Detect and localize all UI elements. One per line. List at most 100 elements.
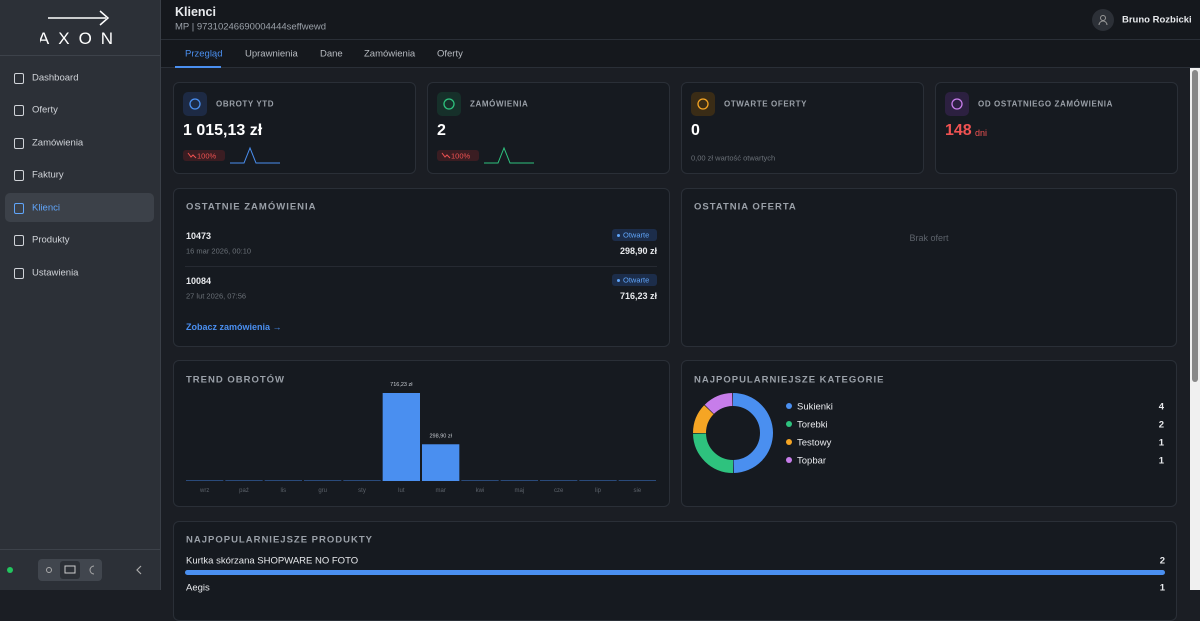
product-name: Kurtka skórzana SHOPWARE NO FOTO: [186, 555, 359, 567]
x-label: sie: [633, 488, 641, 494]
order-id[interactable]: 10084: [186, 276, 212, 286]
nav-icon: [14, 105, 24, 116]
nav-item[interactable]: Ustawienia: [32, 267, 79, 279]
divider: [0, 55, 160, 56]
bar-baseline: [264, 480, 302, 481]
status-dot: [617, 278, 620, 282]
stat-icon: [437, 92, 461, 116]
legend-count: 2: [1159, 420, 1164, 431]
charts: wrz paź lis gru sty 716,23 zł lut 298,90 zł mar k…: [185, 382, 1165, 575]
stat-card: [681, 82, 924, 174]
x-label: lip: [595, 488, 602, 494]
x-label: paź: [239, 488, 249, 494]
nav-item[interactable]: Zamówienia: [32, 137, 84, 149]
nav-item[interactable]: Faktury: [32, 169, 64, 181]
legend-count: 4: [1159, 402, 1165, 413]
legend-label: Torebki: [797, 420, 828, 431]
logo-mark: AXON: [40, 10, 113, 48]
x-label: maj: [514, 488, 524, 494]
nav-icon: [14, 235, 24, 246]
stat-card: [935, 82, 1178, 174]
x-label: lut: [398, 488, 405, 494]
divider: [161, 67, 1200, 68]
bar-baseline: [540, 480, 578, 481]
divider: [161, 39, 1200, 40]
page-title: Klienci: [175, 5, 216, 19]
tab[interactable]: Uprawnienia: [245, 48, 298, 60]
scroll-thumb[interactable]: [1192, 70, 1198, 382]
tab[interactable]: Przegląd: [185, 48, 223, 60]
trend-card: [173, 360, 670, 507]
order-total: 298,90 zł: [619, 246, 657, 256]
orders-link[interactable]: Zobacz zamówienia →: [186, 322, 282, 332]
tab[interactable]: Oferty: [437, 48, 463, 60]
product-name: Aegis: [186, 582, 210, 594]
tab-underline: [175, 66, 221, 68]
card-title: OSTATNIA OFERTA: [694, 201, 797, 213]
bar: [382, 393, 420, 481]
x-label: wrz: [199, 488, 209, 494]
card-title: OSTATNIE ZAMÓWIENIA: [186, 201, 317, 213]
bar: [422, 444, 460, 481]
change-value: 100%: [451, 151, 471, 160]
legend-dot: [786, 403, 792, 409]
status-badge: Otwarte: [612, 229, 657, 241]
tab[interactable]: Dane: [320, 48, 343, 60]
nav-icon: [14, 203, 24, 214]
stat-icon: [945, 92, 969, 116]
nav-item[interactable]: Dashboard: [32, 72, 79, 84]
status-text: Otwarte: [623, 275, 650, 285]
sparkline: [484, 146, 534, 169]
theme-icons: [46, 565, 95, 575]
change-value: 100%: [197, 151, 217, 160]
theme-switch[interactable]: [38, 559, 102, 581]
user-name[interactable]: Bruno Rozbicki: [1122, 14, 1192, 26]
stat-icon: [183, 92, 207, 116]
stat-value: 2: [437, 122, 446, 139]
status-dot: [7, 567, 13, 573]
x-label: mar: [435, 488, 445, 494]
x-label: sty: [358, 488, 366, 494]
active-nav-bg: [5, 193, 154, 222]
scrollbar: [1190, 68, 1200, 590]
stat-label: ZAMÓWIENIA: [470, 99, 529, 109]
last-offer-card: [681, 188, 1177, 347]
avatar[interactable]: [1092, 9, 1114, 31]
order-total: 716,23 zł: [619, 291, 657, 301]
bar-baseline: [461, 480, 499, 481]
card-title: NAJPOPULARNIEJSZE PRODUKTY: [186, 534, 373, 546]
legend-dot: [786, 457, 792, 463]
nav-item[interactable]: Klienci: [32, 202, 60, 214]
donut-segment: [732, 393, 773, 473]
legend-dot: [786, 421, 792, 427]
bar-baseline: [618, 480, 656, 481]
product-count: 2: [1159, 555, 1165, 567]
bar-baseline: [579, 480, 617, 481]
nav-item[interactable]: Produkty: [32, 234, 70, 246]
bar-baseline: [343, 480, 381, 481]
order-id[interactable]: 10473: [186, 231, 212, 241]
nav-icon: [14, 73, 24, 84]
legend-dot: [786, 439, 792, 445]
bar-label: 716,23 zł: [390, 382, 413, 388]
status-badge: Otwarte: [612, 274, 657, 286]
stat-label: OD OSTATNIEGO ZAMÓWIENIA: [978, 99, 1113, 109]
stat-label: OBROTY YTD: [216, 99, 275, 109]
stat-note: 0,00 zł wartość otwartych: [691, 153, 776, 163]
x-label: cze: [554, 488, 564, 494]
status-text: Otwarte: [623, 230, 650, 240]
nav-icon: [14, 170, 24, 181]
product-count: 1: [1159, 582, 1165, 594]
legend-label: Sukienki: [797, 402, 833, 413]
legend-label: Topbar: [797, 456, 826, 467]
card-title: NAJPOPULARNIEJSZE KATEGORIE: [694, 374, 885, 386]
donut-segment: [693, 405, 714, 434]
order-date: 16 mar 2026, 00:10: [186, 246, 252, 256]
bar-baseline: [225, 480, 263, 481]
collapse[interactable]: [134, 565, 144, 575]
recent-orders-card: [173, 188, 670, 347]
tab[interactable]: Zamówienia: [364, 48, 416, 60]
status-dot: [617, 233, 620, 237]
nav-item[interactable]: Oferty: [32, 104, 58, 116]
stat-label: OTWARTE OFERTY: [724, 99, 808, 109]
